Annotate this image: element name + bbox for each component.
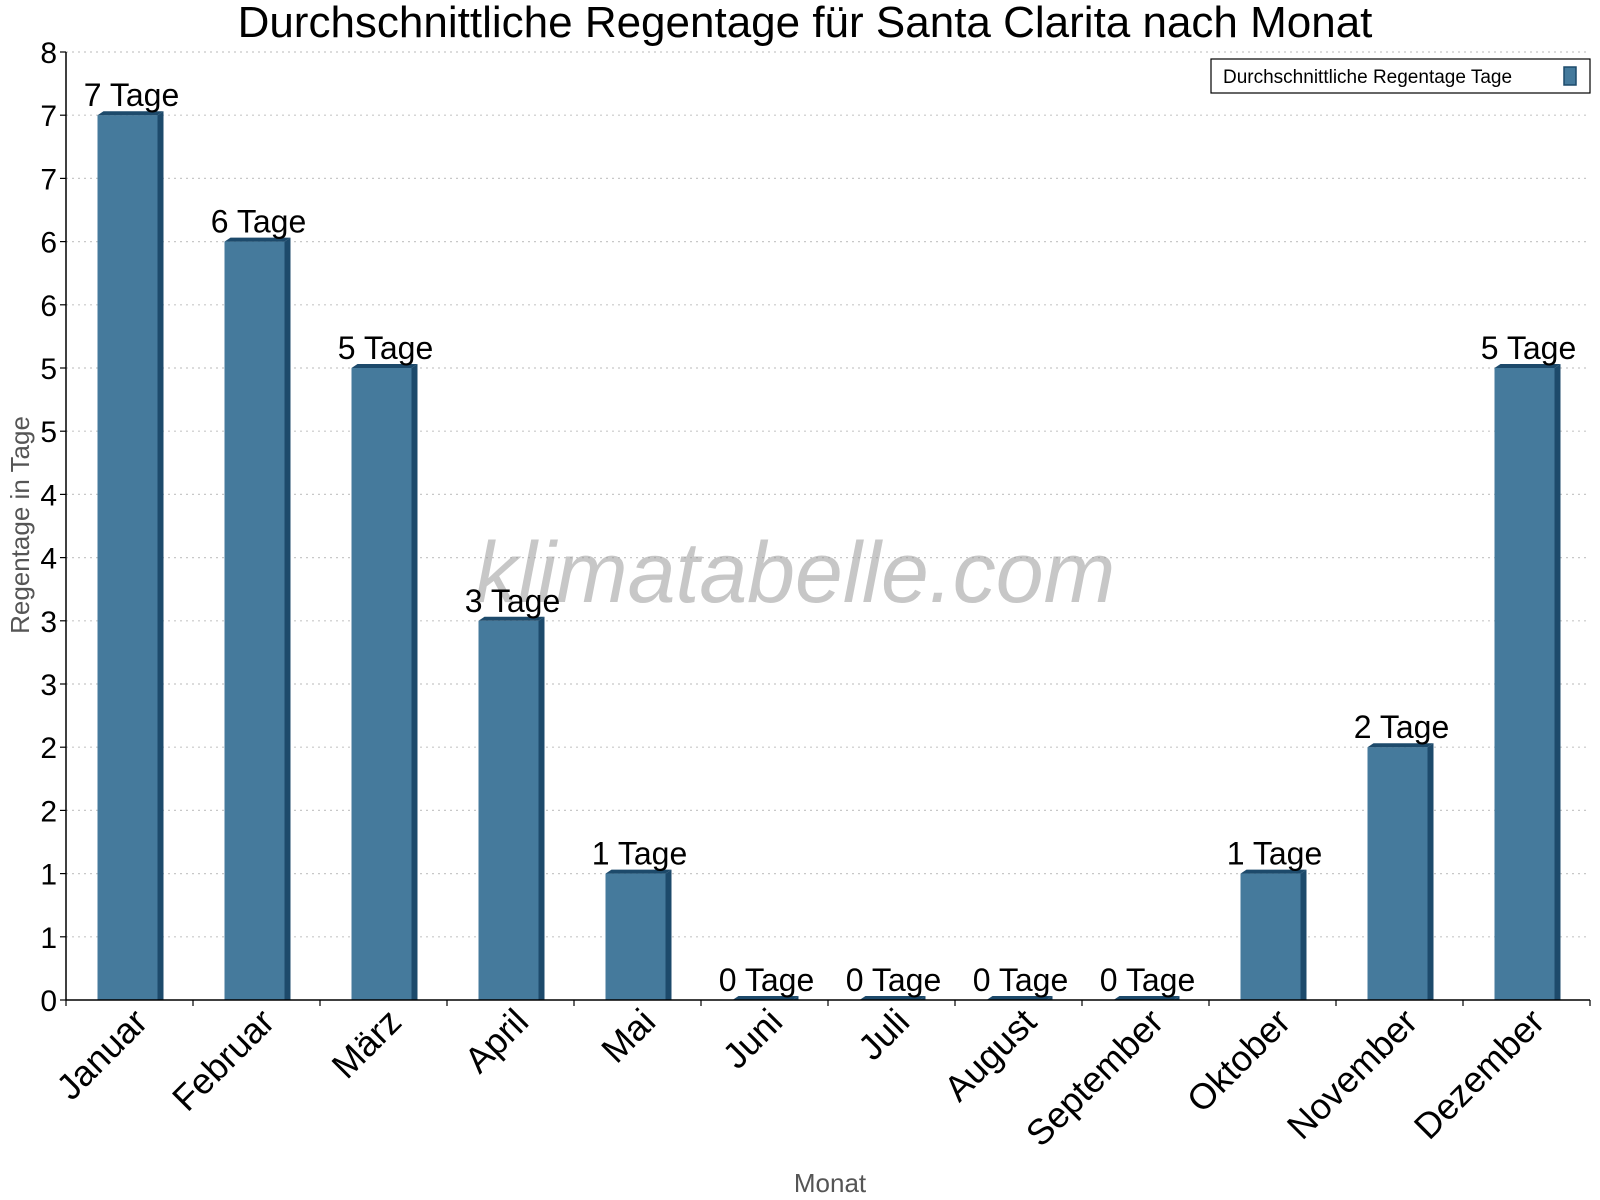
- data-label: 5 Tage: [338, 330, 434, 366]
- bar-top: [1367, 743, 1434, 748]
- y-tick-label: 5: [40, 416, 57, 449]
- bar-top: [224, 237, 291, 242]
- bar-side: [284, 237, 291, 1001]
- bar-top: [478, 616, 545, 621]
- x-tick-label: August: [936, 1001, 1044, 1109]
- x-tick-label: Oktober: [1179, 1001, 1299, 1121]
- bar-front: [97, 115, 158, 1000]
- x-tick-label: September: [1018, 1001, 1172, 1155]
- bar-front: [478, 620, 539, 1000]
- legend-box: [1210, 58, 1591, 94]
- data-label: 5 Tage: [1481, 330, 1577, 366]
- y-tick-label: 7: [40, 163, 57, 196]
- y-tick-label: 2: [40, 732, 57, 765]
- bar: [859, 996, 926, 1000]
- bar-top: [732, 996, 799, 1000]
- bar-front: [1494, 368, 1555, 1000]
- bar-top: [1240, 869, 1307, 874]
- x-tick-label: November: [1279, 1001, 1425, 1147]
- bar: [224, 237, 291, 1001]
- bar: [351, 364, 418, 1000]
- y-tick-label: 5: [40, 353, 57, 386]
- legend-swatch: [1563, 66, 1577, 86]
- bar-top: [1494, 364, 1561, 368]
- bar-top: [97, 111, 164, 116]
- y-tick-label: 4: [40, 479, 57, 512]
- bar: [1494, 364, 1561, 1000]
- data-label: 0 Tage: [846, 962, 942, 998]
- bar-front: [1367, 747, 1428, 1000]
- bar-top: [859, 996, 926, 1000]
- bar-top: [986, 996, 1053, 1000]
- data-label: 1 Tage: [592, 836, 688, 872]
- bar: [1113, 996, 1180, 1000]
- bar-side: [1427, 743, 1434, 1000]
- y-tick-label: 1: [40, 859, 57, 892]
- bar-side: [1300, 869, 1307, 1000]
- x-tick-label: Februar: [164, 1001, 282, 1119]
- bar: [986, 996, 1053, 1000]
- bar-front: [351, 368, 412, 1000]
- bar: [1240, 869, 1307, 1000]
- bar-side: [1554, 364, 1561, 1000]
- y-ticks: 0 1 1 2 2 3 3 4 4 5 5 6 6 7 7 8: [40, 37, 66, 1018]
- y-axis-title: Regentage in Tage: [5, 416, 35, 634]
- y-tick-label: 8: [40, 37, 57, 70]
- bar-top: [1113, 996, 1180, 1000]
- bar-top: [605, 869, 672, 874]
- data-label: 2 Tage: [1354, 709, 1450, 745]
- bars: [97, 111, 1561, 1001]
- x-tick-label: April: [456, 1001, 536, 1081]
- x-tick-label: Mai: [593, 1001, 663, 1071]
- bar: [97, 111, 164, 1000]
- x-tick-label: März: [324, 1001, 410, 1087]
- x-ticks: Januar Februar März April Mai Juni Juli AugustS…: [48, 1000, 1591, 1155]
- y-tick-label: 3: [40, 606, 57, 639]
- data-label: 6 Tage: [211, 204, 307, 240]
- y-tick-label: 6: [40, 290, 57, 323]
- data-label: 0 Tage: [719, 962, 815, 998]
- bar-side: [411, 364, 418, 1000]
- y-tick-label: 2: [40, 795, 57, 828]
- x-tick-label: Juni: [714, 1001, 790, 1077]
- bar-front: [605, 873, 666, 1000]
- legend: Durchschnittliche Regentage Tage: [1210, 58, 1591, 94]
- x-tick-label: Januar: [48, 1001, 155, 1108]
- x-axis-title: Monat: [794, 1168, 867, 1198]
- y-tick-label: 3: [40, 669, 57, 702]
- y-tick-label: 4: [40, 543, 57, 576]
- y-tick-label: 6: [40, 227, 57, 260]
- data-label: 3 Tage: [465, 583, 561, 619]
- y-tick-label: 7: [40, 100, 57, 133]
- bar: [605, 869, 672, 1000]
- bar-front: [224, 241, 285, 1001]
- bar: [732, 996, 799, 1000]
- data-label: 1 Tage: [1227, 836, 1323, 872]
- y-tick-label: 0: [40, 985, 57, 1018]
- chart-title: Durchschnittliche Regentage für Santa Cl…: [238, 0, 1373, 47]
- watermark: klimatabelle.com: [475, 525, 1115, 621]
- legend-label: Durchschnittliche Regentage Tage: [1223, 67, 1512, 88]
- bar-top: [351, 364, 418, 368]
- bar-side: [538, 616, 545, 1000]
- y-tick-label: 1: [40, 922, 57, 955]
- bar-side: [665, 869, 672, 1000]
- data-label: 7 Tage: [84, 77, 180, 113]
- bar: [1367, 743, 1434, 1000]
- data-labels: 7 Tage 6 Tage 5 Tage 3 Tage 1 Tage 0 Tage 0 Ta…: [84, 77, 1577, 998]
- bar: [478, 616, 545, 1000]
- bar-side: [157, 111, 164, 1000]
- x-tick-label: Dezember: [1406, 1001, 1552, 1147]
- grid: [66, 51, 1590, 938]
- data-label: 0 Tage: [973, 962, 1069, 998]
- x-tick-label: Juli: [850, 1001, 917, 1068]
- data-label: 0 Tage: [1100, 962, 1196, 998]
- bar-front: [1240, 873, 1301, 1000]
